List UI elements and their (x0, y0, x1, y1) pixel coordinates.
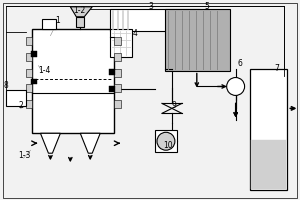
Text: 2: 2 (19, 101, 23, 110)
Bar (114, 69, 121, 77)
Bar (76, 17, 84, 27)
Bar (110, 9, 200, 31)
Text: 5: 5 (205, 2, 210, 11)
Text: 10: 10 (163, 141, 172, 150)
Bar (43, 19, 56, 29)
Bar (250, 69, 287, 190)
Bar (32, 51, 38, 57)
Bar (250, 140, 286, 189)
Text: 3: 3 (148, 2, 153, 11)
Bar (155, 130, 177, 152)
Bar (26, 84, 32, 92)
Text: 1-2: 1-2 (73, 6, 86, 15)
Bar (114, 53, 121, 61)
Bar (26, 53, 32, 61)
Bar (6, 90, 26, 106)
Bar (26, 69, 32, 77)
Bar (109, 69, 115, 75)
Bar (114, 37, 121, 45)
Bar (110, 29, 132, 57)
Text: 6: 6 (238, 59, 242, 68)
Text: 9: 9 (172, 101, 177, 110)
Text: 1-4: 1-4 (38, 66, 51, 75)
Bar (114, 100, 121, 108)
Bar (32, 29, 114, 133)
Polygon shape (40, 133, 60, 153)
Bar (165, 9, 230, 71)
Bar (26, 100, 32, 108)
Text: 1-3: 1-3 (19, 151, 31, 160)
Bar (114, 84, 121, 92)
Text: 1: 1 (56, 16, 60, 25)
Bar (32, 79, 38, 84)
Bar (109, 86, 115, 92)
Text: 7: 7 (274, 64, 279, 73)
Polygon shape (80, 133, 100, 153)
Bar (26, 37, 32, 45)
Text: 4: 4 (133, 29, 138, 38)
Circle shape (227, 78, 244, 95)
Circle shape (157, 132, 175, 150)
Polygon shape (70, 7, 92, 17)
Text: 8: 8 (4, 81, 8, 90)
